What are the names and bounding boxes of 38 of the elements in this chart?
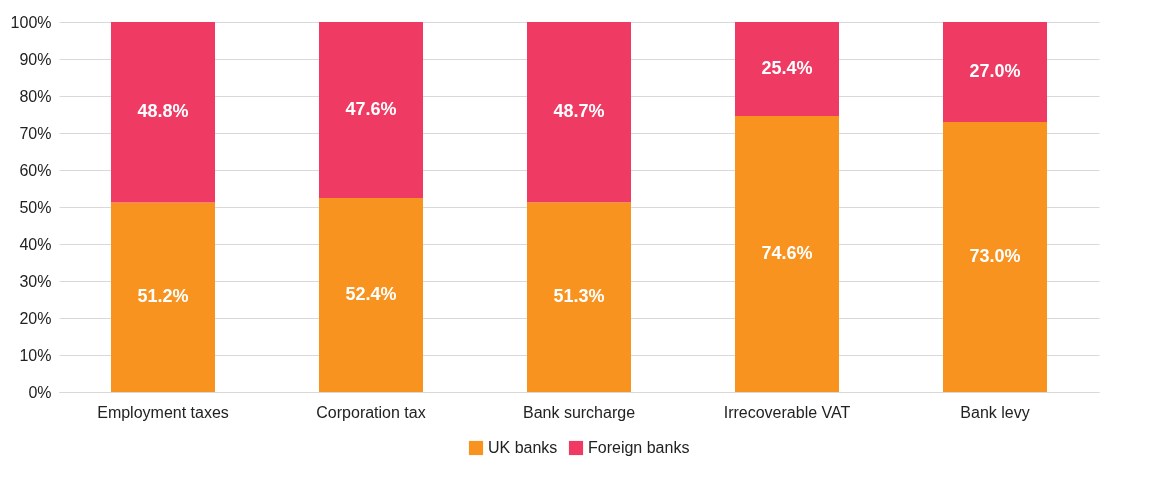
- data-label: 52.4%: [345, 284, 397, 305]
- y-tick-label: 100%: [10, 13, 52, 31]
- y-tick-label: 40%: [19, 235, 52, 253]
- data-label: 25.4%: [761, 57, 813, 78]
- data-label: 73.0%: [969, 245, 1021, 266]
- x-tick-label: Bank surcharge: [522, 403, 636, 421]
- legend-label: UK banks: [488, 439, 558, 456]
- data-label: 48.8%: [137, 101, 189, 122]
- bar: [111, 22, 215, 203]
- y-tick-label: 80%: [19, 87, 52, 105]
- y-tick-label: 90%: [19, 50, 52, 68]
- data-label: 27.0%: [969, 60, 1021, 81]
- y-tick-label: 70%: [19, 124, 52, 142]
- x-tick-label: Employment taxes: [97, 403, 229, 421]
- legend-label: Foreign banks: [588, 439, 690, 456]
- y-tick-label: 10%: [19, 346, 52, 364]
- bar: [111, 202, 215, 392]
- bar: [319, 22, 423, 199]
- bar: [527, 22, 631, 203]
- data-label: 47.6%: [345, 99, 397, 120]
- y-tick-label: 20%: [19, 309, 52, 327]
- bar: [735, 22, 839, 116]
- bar: [527, 202, 631, 392]
- y-tick-label: 60%: [19, 161, 52, 179]
- data-label: 74.6%: [761, 242, 813, 263]
- bar: [943, 121, 1047, 392]
- data-label: 51.2%: [137, 286, 189, 307]
- data-label: 51.3%: [553, 286, 605, 307]
- bar: [943, 22, 1047, 122]
- x-tick-label: Corporation tax: [316, 403, 426, 421]
- y-tick-label: 0%: [28, 383, 52, 401]
- data-label: 48.7%: [553, 101, 605, 122]
- x-tick-label: Irrecoverable VAT: [723, 403, 851, 421]
- y-tick-label: 30%: [19, 272, 52, 290]
- bar: [735, 115, 839, 392]
- bar: [319, 198, 423, 392]
- y-tick-label: 50%: [19, 198, 52, 216]
- x-tick-label: Bank levy: [960, 403, 1030, 421]
